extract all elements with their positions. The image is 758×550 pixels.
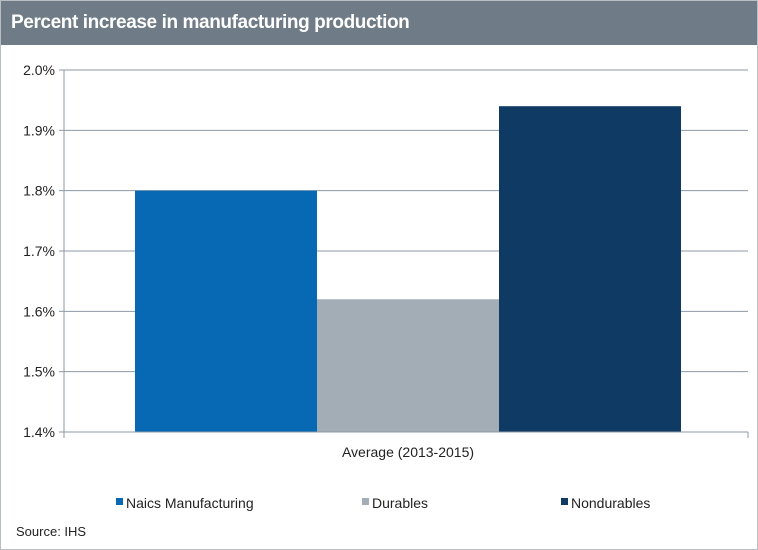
legend-label: Naics Manufacturing [126, 495, 254, 511]
legend-swatch [561, 498, 568, 505]
legend-label: Durables [372, 495, 428, 511]
y-tick-label: 1.9% [23, 122, 55, 138]
axes: 1.4% 1.5% 1.6% 1.7% 1.8% 1.9% 2.0% Average (201… [23, 62, 749, 460]
bars [135, 106, 681, 432]
y-tick-label: 1.4% [23, 424, 55, 440]
y-tick-label: 2.0% [23, 62, 55, 78]
bar-nondurables [499, 106, 681, 432]
y-tick-label: 1.8% [23, 183, 55, 199]
y-tick-label: 1.7% [23, 243, 55, 259]
chart-title: Percent increase in manufacturing produc… [11, 12, 410, 33]
bar-naics-manufacturing [135, 190, 317, 432]
legend: Naics Manufacturing Durables Nondurables [116, 495, 650, 511]
y-tick-label: 1.6% [23, 303, 55, 319]
y-tick-label: 1.5% [23, 364, 55, 380]
legend-swatch [362, 498, 369, 505]
title-bar: Percent increase in manufacturing produc… [1, 1, 757, 45]
legend-label: Nondurables [571, 495, 650, 511]
bar-durables [317, 299, 499, 432]
source-note: Source: IHS [16, 524, 87, 539]
legend-swatch [116, 498, 123, 505]
x-category-label: Average (2013-2015) [342, 444, 474, 460]
